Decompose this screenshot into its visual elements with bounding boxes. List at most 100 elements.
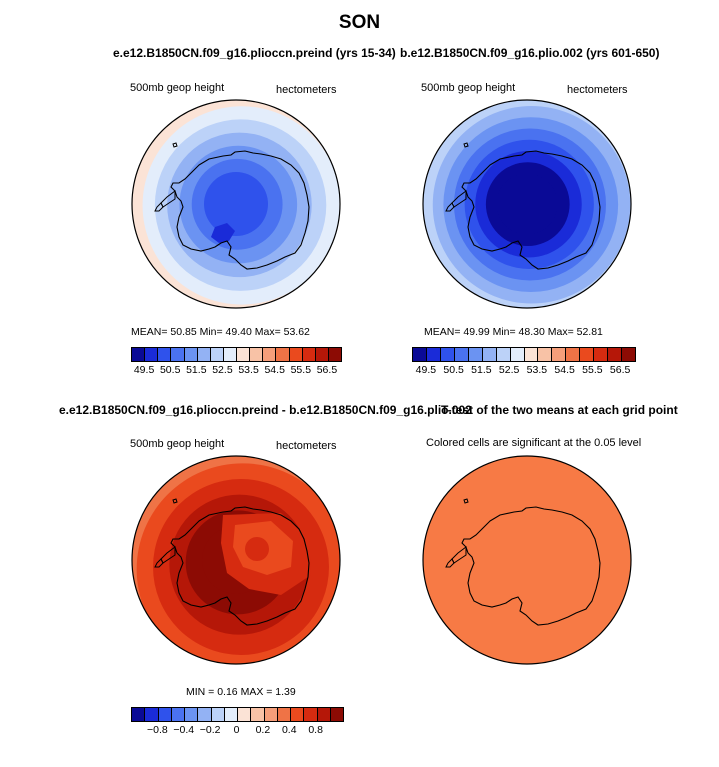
panel-1-colorbar-ticks: 49.5 50.5 51.5 52.5 53.5 54.5 55.5 56.5: [131, 364, 340, 378]
colorbar-swatch: [496, 348, 511, 361]
map-fill-layer: [132, 456, 340, 664]
colorbar-swatch: [608, 348, 623, 361]
colorbar-tick-label: 51.5: [186, 364, 207, 376]
main-title: SON: [338, 12, 381, 33]
panel-1-variable-label: 500mb geop height: [130, 82, 225, 94]
colorbar-tick-label: 51.5: [471, 364, 492, 376]
colorbar-tick-label: 53.5: [238, 364, 259, 376]
min-region: [211, 223, 235, 243]
colorbar-swatch: [211, 708, 225, 721]
map-border: [422, 455, 632, 665]
contour-band: [496, 173, 558, 235]
colorbar-tick-label: 54.5: [554, 364, 575, 376]
colorbar-swatch: [317, 708, 331, 721]
colorbar-tick-label: 55.5: [582, 364, 603, 376]
antarctica-outline: [170, 506, 310, 626]
colorbar-tick-label: 54.5: [264, 364, 285, 376]
colorbar-swatch: [302, 348, 316, 361]
colorbar-tick-label: 49.5: [133, 364, 155, 376]
panel-2-stats: MEAN= 49.99 Min= 48.30 Max= 52.81: [424, 326, 603, 338]
colorbar-swatch: [440, 348, 455, 361]
panel-2-variable-label: 500mb geop height: [421, 82, 516, 94]
colorbar-tick-label: 0.2: [255, 724, 271, 736]
colorbar-swatch: [276, 348, 290, 361]
colorbar-swatch: [185, 708, 199, 721]
panel-1-title: e.e12.B1850CN.f09_g16.plioccn.preind (yr…: [113, 46, 396, 60]
colorbar-swatch: [291, 708, 305, 721]
panel-2-units-label: hectometers: [567, 84, 628, 96]
colorbar-swatch: [184, 348, 198, 361]
panel-3-stats: MIN = 0.16 MAX = 1.39: [186, 686, 296, 698]
map-panel-2: [422, 99, 632, 309]
colorbar-tick-label: 53.5: [526, 364, 548, 376]
peninsula-tip-outline: [445, 558, 455, 568]
colorbar-swatch: [158, 348, 172, 361]
map-border: [131, 455, 341, 665]
colorbar-tick-label: 52.5: [498, 364, 520, 376]
panel-3-title: e.e12.B1850CN.f09_g16.plioccn.preind - b…: [59, 403, 472, 417]
colorbar-swatch: [264, 708, 278, 721]
colorbar-swatch: [132, 708, 146, 721]
colorbar-swatch: [413, 348, 427, 361]
map-border: [422, 99, 632, 309]
map-border: [131, 99, 341, 309]
colorbar-swatch: [566, 348, 581, 361]
colorbar-swatch: [552, 348, 567, 361]
colorbar-swatch: [315, 348, 329, 361]
colorbar-swatch: [251, 708, 265, 721]
contour-band: [204, 172, 268, 236]
colorbar-swatch: [238, 708, 252, 721]
antarctica-outline: [461, 506, 601, 626]
antarctica-outline: [170, 150, 310, 270]
island-outline: [463, 498, 469, 504]
colorbar-swatch: [330, 708, 343, 721]
map-panel-1: [131, 99, 341, 309]
colorbar-tick-label: 49.5: [415, 364, 437, 376]
panel-3-units-label: hectometers: [276, 440, 337, 452]
colorbar-tick-label: −0.4: [173, 724, 195, 736]
colorbar-swatch: [622, 348, 635, 361]
peninsula-tip-outline: [154, 558, 164, 568]
colorbar-swatch: [263, 348, 277, 361]
colorbar-swatch: [538, 348, 553, 361]
panel-2-title: b.e12.B1850CN.f09_g16.plio.002 (yrs 601-…: [400, 46, 660, 60]
map-panel-3: [131, 455, 341, 665]
colorbar-tick-label: 0.8: [308, 724, 323, 736]
colorbar-tick-label: 52.5: [212, 364, 233, 376]
colorbar-swatch: [426, 348, 441, 361]
colorbar-swatch: [223, 348, 237, 361]
colorbar-tick-label: 50.5: [443, 364, 464, 376]
colorbar-swatch: [482, 348, 497, 361]
panel-1-units-label: hectometers: [276, 84, 337, 96]
peninsula-tip-outline: [154, 202, 164, 212]
colorbar-swatch: [304, 708, 318, 721]
colorbar-swatch: [594, 348, 609, 361]
colorbar-tick-label: 55.5: [290, 364, 312, 376]
colorbar-swatch: [171, 348, 185, 361]
antarctica-outline: [461, 150, 601, 270]
panel-2-colorbar: [412, 347, 636, 362]
panel-4-significance-label: Colored cells are significant at the 0.0…: [426, 437, 642, 449]
panel-2-colorbar-ticks: 49.5 50.5 51.5 52.5 53.5 54.5 55.5 56.5: [412, 364, 634, 378]
colorbar-swatch: [277, 708, 291, 721]
panel-3-colorbar: [131, 707, 344, 722]
colorbar-tick-label: 50.5: [159, 364, 181, 376]
island-outline: [172, 142, 178, 148]
panel-1-colorbar: [131, 347, 342, 362]
colorbar-swatch: [145, 348, 159, 361]
colorbar-swatch: [580, 348, 595, 361]
map-panel-4: [422, 455, 632, 665]
colorbar-swatch: [524, 348, 539, 361]
colorbar-swatch: [197, 348, 211, 361]
colorbar-swatch: [237, 348, 251, 361]
colorbar-swatch: [198, 708, 212, 721]
panel-3-variable-label: 500mb geop height: [130, 438, 225, 450]
colorbar-tick-label: −0.8: [147, 724, 168, 736]
island-outline: [172, 498, 178, 504]
colorbar-swatch: [289, 348, 303, 361]
panel-3-colorbar-ticks: −0.8 −0.4 −0.2 0 0.2 0.4 0.8: [131, 724, 342, 738]
colorbar-tick-label: 56.5: [316, 364, 338, 376]
peninsula-tip-outline: [445, 202, 455, 212]
colorbar-swatch: [145, 708, 159, 721]
colorbar-tick-label: −0.2: [199, 724, 221, 736]
